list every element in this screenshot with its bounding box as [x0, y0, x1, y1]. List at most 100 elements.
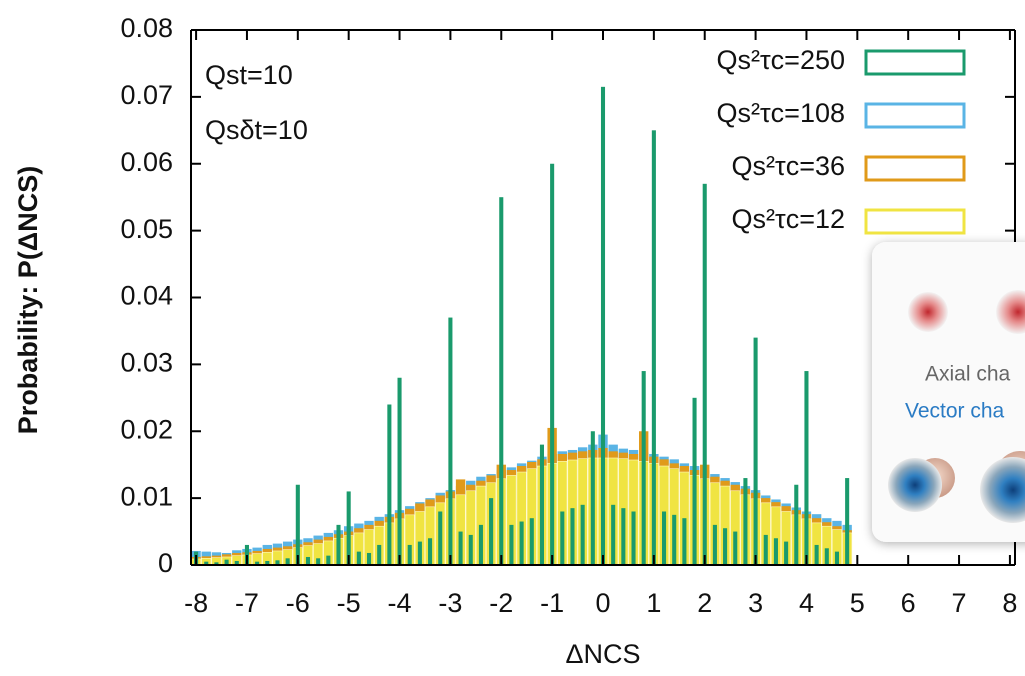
- bar: [244, 544, 249, 565]
- bar: [519, 521, 524, 565]
- bar: [794, 484, 799, 565]
- overlay-label: Vector cha: [905, 400, 1005, 423]
- annotation: Qsδt=10: [205, 115, 308, 145]
- legend-swatch: [864, 102, 966, 129]
- x-tick-label: -3: [438, 588, 462, 618]
- x-tick-label: 2: [697, 588, 712, 618]
- bar: [662, 511, 667, 565]
- bar: [224, 559, 229, 565]
- bar: [784, 541, 789, 565]
- bar: [417, 541, 422, 565]
- x-tick-label: 1: [646, 588, 661, 618]
- bar: [824, 548, 829, 565]
- bar: [356, 551, 361, 565]
- bar: [285, 558, 290, 565]
- bar: [845, 478, 850, 565]
- bar: [214, 562, 219, 565]
- bar: [234, 560, 239, 565]
- bar: [672, 514, 677, 565]
- sphere: [980, 457, 1025, 523]
- bar: [834, 551, 840, 565]
- legend: Qs²τc=250 Qs²τc=108 Qs²τc=36 Qs²τc=12: [717, 45, 966, 235]
- bar: [489, 498, 494, 565]
- overlay-label: Axial cha: [925, 363, 1011, 386]
- bar: [733, 531, 738, 565]
- bar: [611, 504, 616, 565]
- bar: [336, 524, 341, 565]
- bar: [560, 511, 565, 565]
- y-axis-label: Probability: P(ΔNCS): [13, 166, 43, 434]
- y-tick-label: 0.05: [120, 214, 173, 244]
- bar: [763, 534, 768, 565]
- x-tick-label: -6: [286, 588, 310, 618]
- bar: [377, 544, 382, 565]
- x-tick-label: -7: [235, 588, 259, 618]
- bar: [539, 444, 544, 565]
- bar: [305, 556, 311, 565]
- bar: [204, 561, 209, 565]
- bar: [407, 544, 412, 565]
- bar: [428, 538, 433, 565]
- bar: [346, 491, 351, 565]
- bar: [590, 431, 595, 565]
- x-tick-label: 6: [901, 588, 916, 618]
- axes: 00.010.020.030.040.050.060.070.08-8 -7 -6-…: [120, 13, 1017, 618]
- legend-swatch: [864, 155, 966, 182]
- bar: [397, 377, 402, 565]
- x-tick-label: 8: [1002, 588, 1017, 618]
- legend-swatch: [864, 49, 966, 76]
- bar: [692, 397, 697, 565]
- bar: [326, 555, 331, 565]
- y-tick-label: 0: [158, 548, 173, 578]
- legend-swatch: [864, 208, 966, 235]
- bar: [448, 317, 453, 565]
- x-tick-label: -2: [489, 588, 513, 618]
- x-tick-label: -4: [388, 588, 412, 618]
- x-tick-label: -8: [184, 588, 208, 618]
- plot-area: [191, 86, 853, 566]
- y-tick-label: 0.06: [120, 147, 173, 177]
- x-tick-label: 0: [595, 588, 610, 618]
- x-tick-label: 3: [748, 588, 763, 618]
- bar: [580, 504, 585, 565]
- sphere: [888, 458, 942, 512]
- annotation: Qst=10: [205, 60, 293, 90]
- x-tick-label: 4: [799, 588, 814, 618]
- bar: [458, 531, 463, 565]
- y-tick-label: 0.03: [120, 348, 173, 378]
- bar: [468, 534, 473, 565]
- bar: [814, 544, 819, 565]
- bar: [265, 560, 270, 565]
- bar: [702, 183, 707, 565]
- bar: [600, 86, 606, 565]
- bar: [631, 511, 636, 565]
- overlay-images: [888, 290, 1025, 523]
- x-tick-label: -1: [540, 588, 564, 618]
- y-tick-label: 0.02: [120, 414, 173, 444]
- bar: [499, 197, 504, 565]
- bar: [743, 478, 748, 565]
- x-tick-label: -5: [337, 588, 361, 618]
- bar: [438, 511, 443, 565]
- bar: [773, 538, 778, 565]
- bar: [550, 163, 555, 565]
- bar: [387, 404, 392, 565]
- sphere: [908, 292, 948, 332]
- bar: [712, 524, 717, 565]
- sphere: [996, 290, 1025, 334]
- legend-label: Qs²τc=250: [717, 45, 845, 75]
- y-tick-label: 0.08: [120, 13, 173, 43]
- x-tick-label: 7: [952, 588, 967, 618]
- x-tick-label: 5: [850, 588, 865, 618]
- bar: [621, 508, 626, 565]
- y-tick-label: 0.07: [120, 80, 173, 110]
- bar: [478, 524, 483, 565]
- bar: [255, 561, 260, 565]
- y-tick-label: 0.04: [120, 281, 173, 311]
- x-axis-label: ΔNCS: [565, 639, 640, 669]
- bar: [366, 552, 372, 565]
- bar: [509, 524, 514, 565]
- bar: [753, 337, 758, 565]
- bar: [804, 371, 809, 565]
